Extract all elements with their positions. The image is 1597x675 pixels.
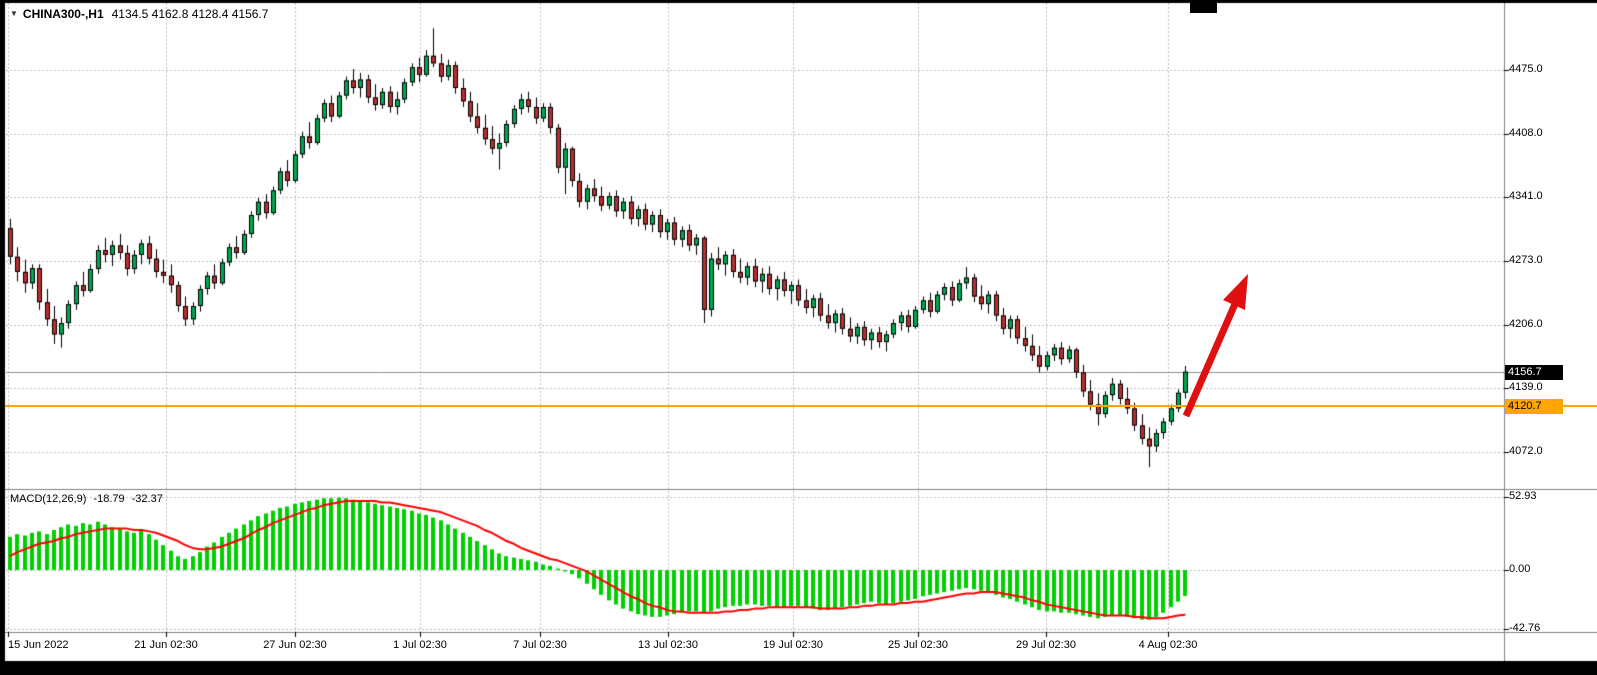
price-tick-label: 4273.0	[1509, 254, 1543, 266]
time-tick-label: 29 Jul 02:30	[1016, 639, 1076, 651]
time-tick-label: 1 Jul 02:30	[393, 639, 447, 651]
indicator-header: MACD(12,26,9) -18.79 -32.37	[10, 493, 170, 505]
top-right-marker	[1190, 0, 1217, 13]
current-price-badge: 4156.7	[1505, 365, 1563, 380]
symbol-header: ▼ CHINA300-,H1 4134.5 4162.8 4128.4 4156.7	[10, 7, 268, 21]
time-tick-label: 19 Jul 02:30	[763, 639, 823, 651]
time-tick-label: 4 Aug 02:30	[1138, 639, 1198, 651]
price-tick-label: 4408.0	[1509, 127, 1543, 139]
time-tick-label: 21 Jun 02:30	[134, 639, 198, 651]
price-tick-label: 4341.0	[1509, 190, 1543, 202]
time-tick-label: 7 Jul 02:30	[513, 639, 567, 651]
indicator-signal-value: -32.37	[131, 493, 163, 505]
macd-tick-label: 0.00	[1509, 563, 1531, 575]
time-tick-label: 25 Jul 02:30	[888, 639, 948, 651]
indicator-main-value: -18.79	[93, 493, 125, 505]
horizontal-line-object[interactable]	[5, 405, 1597, 407]
macd-tick-label: -42.76	[1509, 622, 1541, 634]
level-price-badge: 4120.7	[1505, 399, 1563, 414]
time-tick-label: 13 Jul 02:30	[638, 639, 698, 651]
up-arrow-object[interactable]	[1178, 268, 1262, 428]
time-tick-label: 27 Jun 02:30	[263, 639, 327, 651]
macd-tick-label: 52.93	[1509, 490, 1537, 502]
price-tick-label: 4139.0	[1509, 381, 1543, 393]
symbol-title: CHINA300-,H1	[22, 7, 104, 21]
indicator-name: MACD(12,26,9)	[10, 493, 87, 505]
price-tick-label: 4072.0	[1509, 445, 1543, 457]
collapse-icon[interactable]: ▼	[10, 9, 18, 18]
time-tick-label: 15 Jun 2022	[8, 639, 69, 651]
price-tick-label: 4206.0	[1509, 318, 1543, 330]
price-tick-label: 4475.0	[1509, 63, 1543, 75]
symbol-ohlc: 4134.5 4162.8 4128.4 4156.7	[111, 7, 269, 21]
